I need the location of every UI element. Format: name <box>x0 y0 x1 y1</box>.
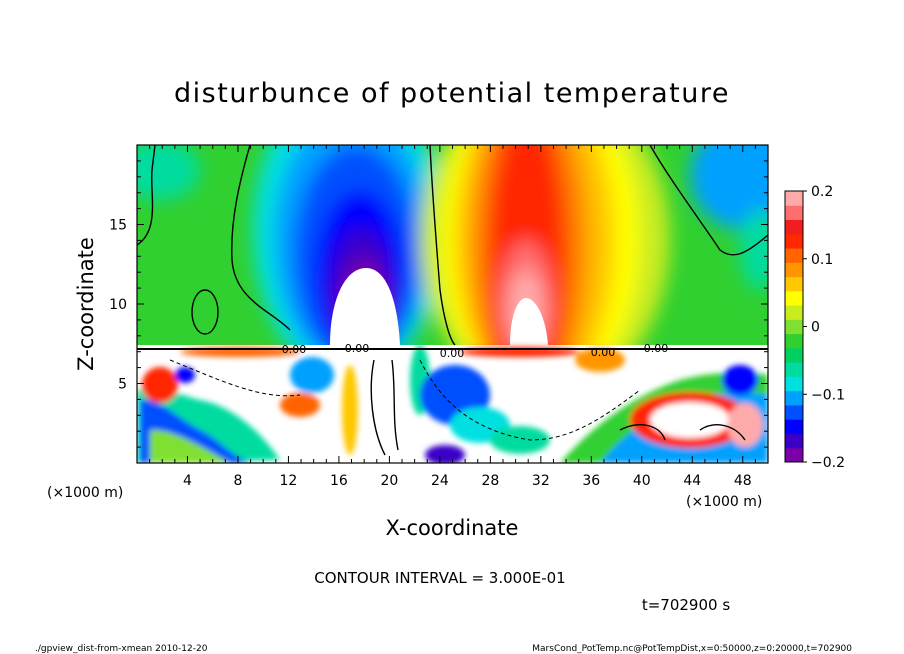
x-tick-label: 8 <box>233 473 242 489</box>
x-left-unit-label: (×1000 m) <box>47 485 123 501</box>
x-tick-label: 36 <box>582 473 600 489</box>
x-axis: 4 8 12 16 20 24 28 32 36 40 44 48 <box>149 145 756 489</box>
colorbar-swatch <box>785 333 803 349</box>
contour-value-label: 0.00 <box>440 347 465 360</box>
colorbar-ticks: 0.2 0.1 0 −0.1 −0.2 <box>803 184 845 471</box>
colorbar-tick-label: −0.2 <box>811 455 845 471</box>
y-tick-label: 5 <box>118 377 127 393</box>
x-tick-label: 16 <box>330 473 348 489</box>
colorbar-swatch <box>785 376 803 392</box>
colorbar-swatch <box>785 419 803 434</box>
x-tick-label: 48 <box>734 473 752 489</box>
colorbar-swatch <box>785 447 803 463</box>
footer-left: ./gpview_dist-from-xmean 2010-12-20 <box>35 644 208 654</box>
colorbar-swatch <box>785 347 803 363</box>
colorbar-swatch <box>785 219 803 235</box>
chart-title: disturbunce of potential temperature <box>174 78 730 109</box>
heatmap-field <box>137 145 768 463</box>
x-tick-label: 24 <box>431 473 449 489</box>
colorbar-swatch <box>785 404 803 420</box>
x-axis-label: X-coordinate <box>386 516 519 540</box>
colorbar-swatch <box>785 290 803 306</box>
x-tick-label: 32 <box>532 473 550 489</box>
colorbar-tick-label: 0 <box>811 320 820 336</box>
colorbar-swatch <box>785 390 803 406</box>
colorbar-tick-label: 0.1 <box>811 252 833 268</box>
contour-value-label: 0.00 <box>591 346 616 359</box>
contour-value-label: 0.00 <box>282 343 307 356</box>
x-tick-label: 44 <box>683 473 701 489</box>
colorbar-swatch <box>785 305 803 320</box>
colorbar-swatch <box>785 191 803 206</box>
x-tick-label: 40 <box>633 473 651 489</box>
colorbar-swatch <box>785 433 803 449</box>
colorbar-swatch <box>785 362 803 377</box>
colorbar-swatch <box>785 319 803 335</box>
contour-labels: 0.00 0.00 0.00 0.00 0.00 <box>282 342 669 360</box>
y-tick-label: 10 <box>109 297 127 313</box>
contour-value-label: 0.00 <box>644 342 669 355</box>
footer-right: MarsCond_PotTemp.nc@PotTempDist,x=0:5000… <box>532 644 852 654</box>
y-axis: 5 10 15 <box>109 160 768 448</box>
colorbar-tick-label: 0.2 <box>811 184 833 200</box>
y-axis-label: Z-coordinate <box>74 237 98 371</box>
x-tick-label: 28 <box>481 473 499 489</box>
y-tick-label: 15 <box>109 218 127 234</box>
contour-interval-note: CONTOUR INTERVAL = 3.000E-01 <box>314 569 565 587</box>
colorbar-swatch <box>785 248 803 263</box>
colorbar <box>784 190 804 463</box>
x-right-unit-label: (×1000 m) <box>686 494 762 510</box>
colorbar-swatch <box>785 262 803 278</box>
colorbar-swatch <box>785 276 803 292</box>
time-label: t=702900 s <box>642 596 730 614</box>
x-tick-label: 20 <box>380 473 398 489</box>
contour-lines <box>137 145 768 456</box>
colorbar-tick-label: −0.1 <box>811 387 845 403</box>
contour-value-label: 0.00 <box>345 342 370 355</box>
x-tick-label: 4 <box>183 473 192 489</box>
colorbar-swatch <box>785 233 803 249</box>
colorbar-swatch <box>785 205 803 221</box>
x-tick-label: 12 <box>280 473 298 489</box>
